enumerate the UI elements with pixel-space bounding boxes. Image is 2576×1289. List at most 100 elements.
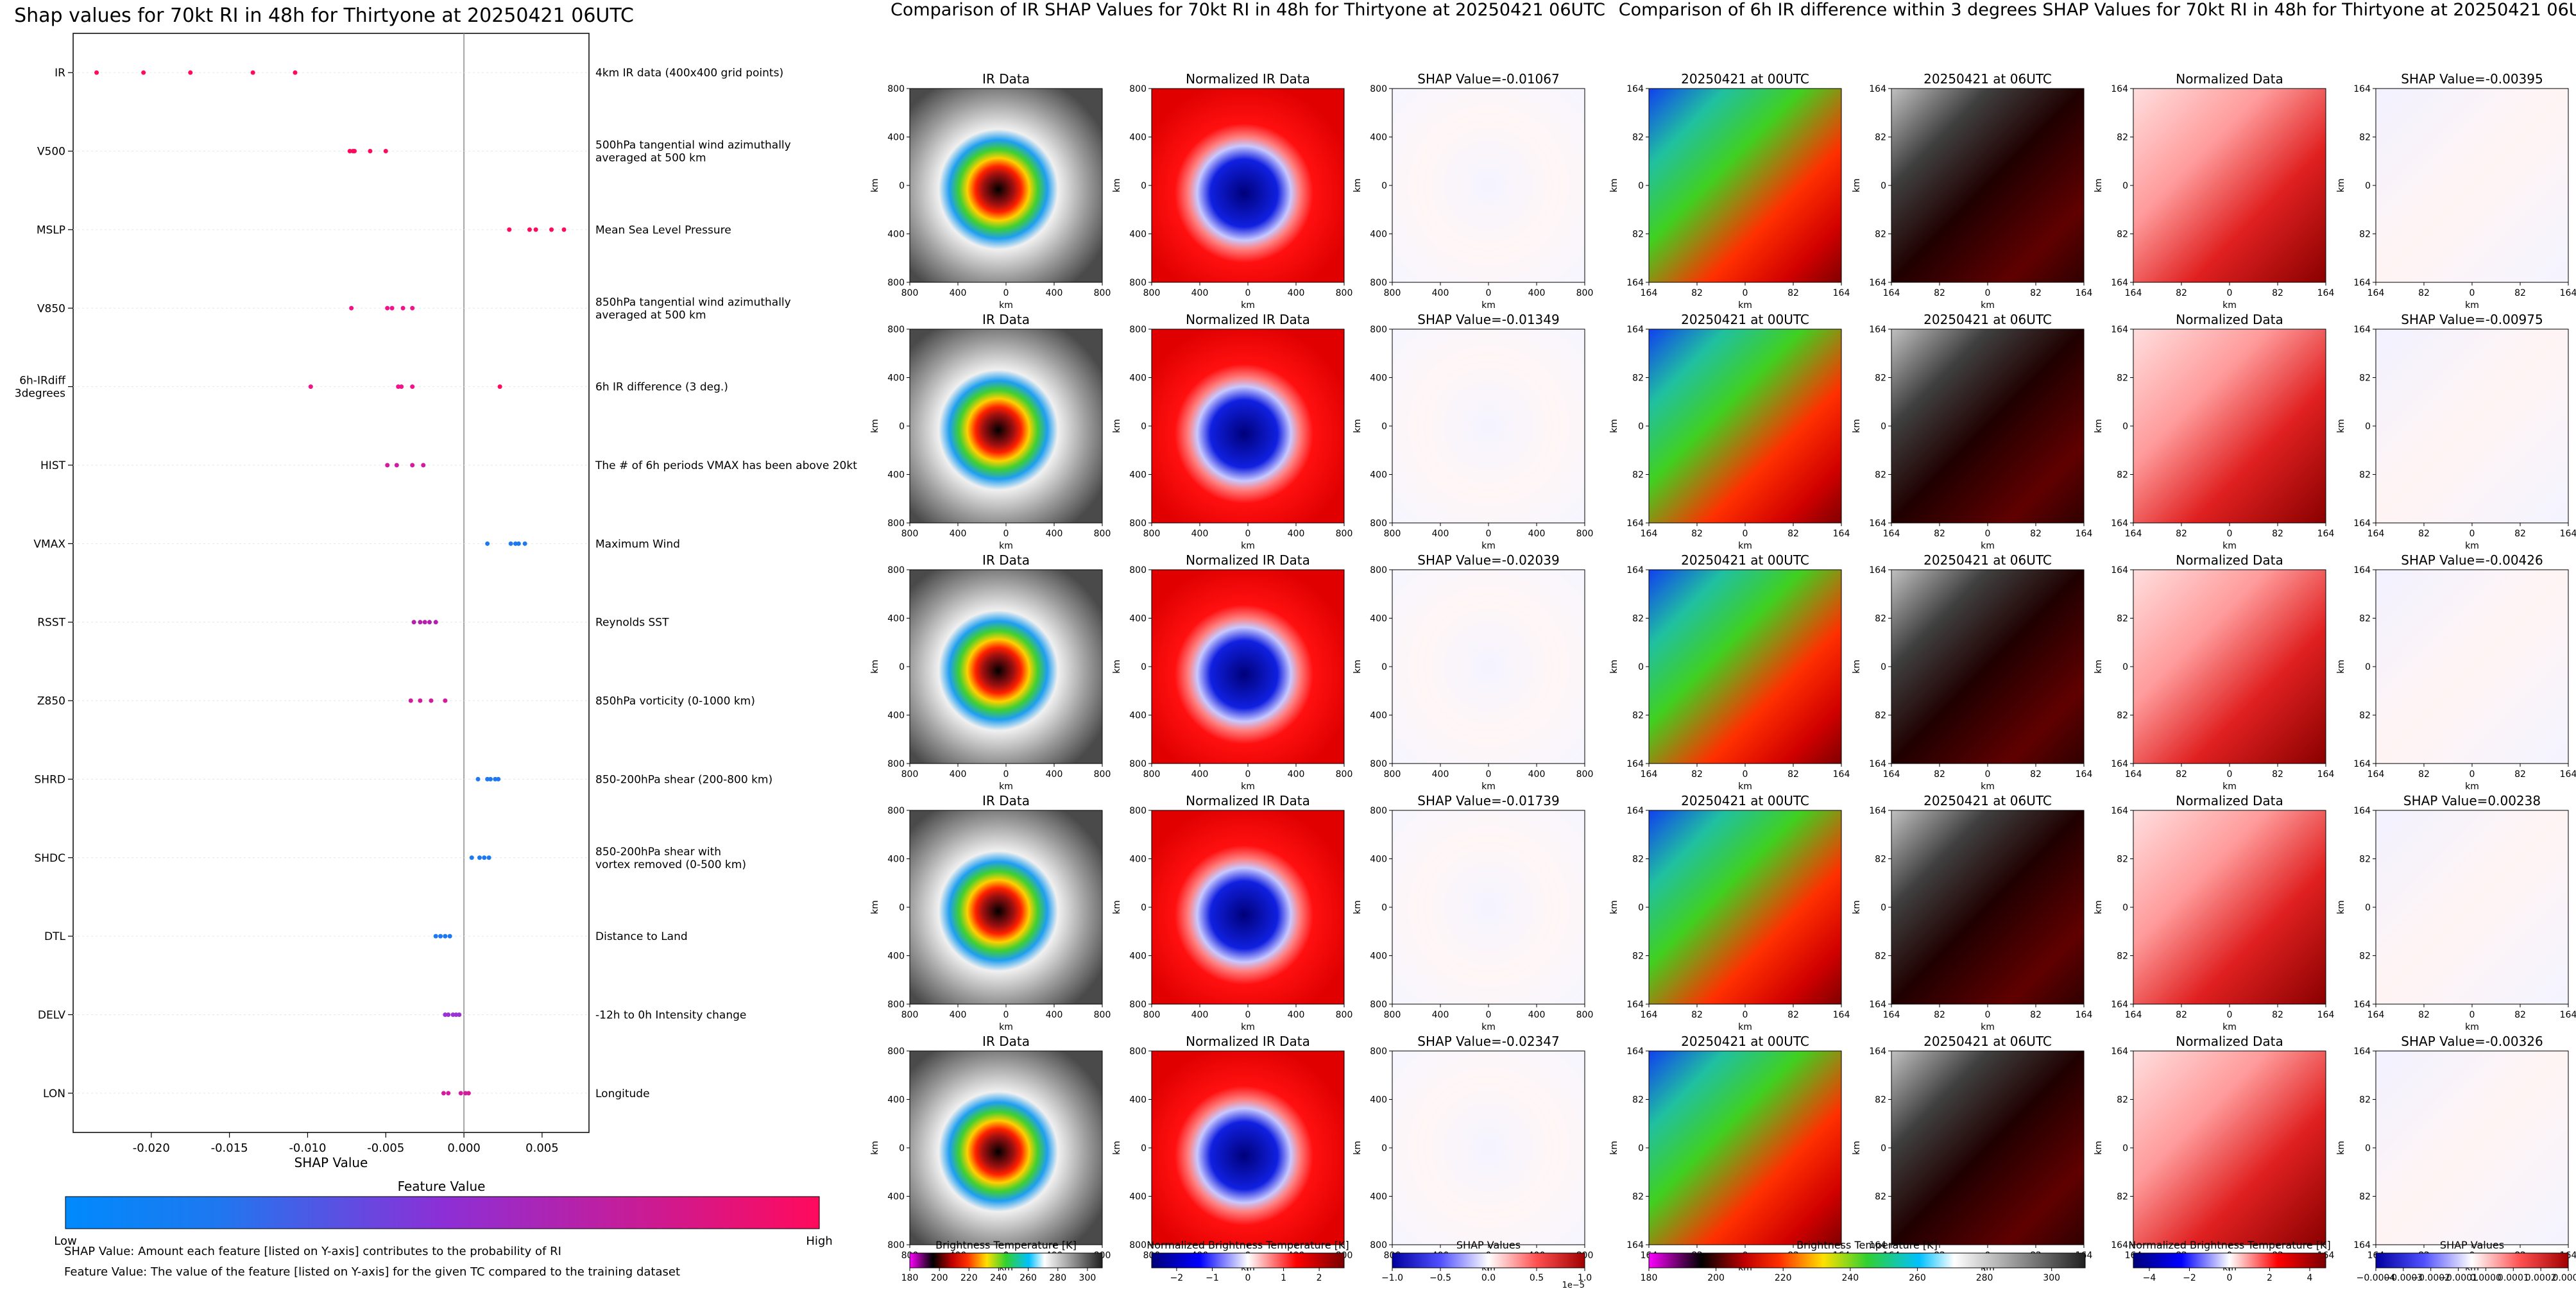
panel-title: Normalized Data bbox=[2176, 312, 2283, 327]
panel-x-axis-label: km bbox=[1981, 300, 1995, 311]
panel-y-tick-label: 82 bbox=[2117, 470, 2128, 481]
panel-x-tick-label: 164 bbox=[2367, 288, 2385, 298]
panel-y-tick-label: 164 bbox=[2111, 1000, 2128, 1010]
panel-y-tick-label: 800 bbox=[1370, 1046, 1387, 1057]
panel-x-axis-label: km bbox=[1481, 300, 1496, 311]
panel-x-axis-label: km bbox=[1481, 781, 1496, 792]
panel-y-tick-label: 0 bbox=[2122, 181, 2128, 191]
panel-y-tick-label: 0 bbox=[1381, 1143, 1387, 1154]
panel-y-tick-label: 800 bbox=[1370, 325, 1387, 335]
shap-point bbox=[561, 227, 567, 232]
normalized-ir-panel bbox=[1151, 1050, 1345, 1245]
shap-point bbox=[400, 305, 405, 311]
panel-y-tick-label: 0 bbox=[1141, 422, 1147, 432]
colorbar-tick-label: 180 bbox=[1641, 1273, 1658, 1283]
panel-x-tick-label: 0 bbox=[2469, 529, 2475, 539]
panel-title: SHAP Value=0.00238 bbox=[2403, 793, 2541, 808]
shap-point bbox=[458, 1091, 463, 1096]
panel-y-tick-label: 0 bbox=[1638, 1143, 1644, 1154]
panel-x-tick-label: 800 bbox=[901, 288, 919, 298]
panel-x-tick-label: 164 bbox=[2367, 529, 2385, 539]
feature-description-label: 850-200hPa shear (200-800 km) bbox=[595, 773, 772, 786]
image-panels: IR Data80080040040000400400800800kmkmNor… bbox=[870, 71, 2576, 1273]
panel-y-axis-label: km bbox=[2336, 1141, 2346, 1155]
shap-plot-frame bbox=[73, 33, 590, 1133]
panel-y-axis-label: km bbox=[2094, 419, 2104, 433]
panel-x-tick-label: 164 bbox=[2560, 529, 2576, 539]
feature-description-label: Reynolds SST bbox=[595, 617, 669, 629]
panel-y-tick-label: 0 bbox=[1141, 181, 1147, 191]
panel-x-tick-label: 0 bbox=[1486, 529, 1492, 539]
panel-y-axis-label: km bbox=[2094, 1141, 2104, 1155]
feature-description-label: 500hPa tangential wind azimuthally bbox=[595, 139, 791, 152]
panel-y-tick-label: 82 bbox=[2359, 952, 2371, 962]
colorbar-tick-label: 300 bbox=[2043, 1273, 2060, 1283]
panel-y-tick-label: 82 bbox=[2359, 1095, 2371, 1105]
panel-x-axis-label: km bbox=[2222, 300, 2237, 311]
panel-y-tick-label: 82 bbox=[2359, 373, 2371, 384]
colorbar-tick-label: 240 bbox=[1841, 1273, 1859, 1283]
panel-y-tick-label: 0 bbox=[1381, 422, 1387, 432]
panel-y-axis-label: km bbox=[1352, 900, 1363, 914]
colorbar-tick-label: 280 bbox=[1976, 1273, 1993, 1283]
colorbar bbox=[2133, 1252, 2326, 1268]
normalized-ir-panel bbox=[1151, 88, 1345, 283]
panel-y-tick-label: 400 bbox=[1129, 133, 1147, 143]
shap-point bbox=[443, 1012, 448, 1017]
panel-x-tick-label: 800 bbox=[1384, 529, 1401, 539]
panel-y-tick-label: 82 bbox=[1875, 373, 1886, 384]
panel-x-tick-label: 164 bbox=[2076, 1010, 2093, 1020]
panel-title: SHAP Value=-0.01067 bbox=[1417, 71, 1559, 87]
panel-y-tick-label: 0 bbox=[1638, 422, 1644, 432]
panel-x-tick-label: 82 bbox=[2272, 288, 2283, 298]
panel-y-axis-label: km bbox=[1352, 660, 1363, 674]
feature-description-label: 850-200hPa shear with bbox=[595, 846, 721, 858]
colorbar-tick-label: 0.0000 bbox=[2470, 1273, 2502, 1283]
colorbar-label: Normalized Brightness Temperature [K] bbox=[2128, 1239, 2331, 1251]
ir-00utc-panel bbox=[1648, 88, 1842, 283]
panel-x-tick-label: 82 bbox=[2030, 288, 2042, 298]
panel-x-tick-label: 800 bbox=[1336, 1010, 1353, 1020]
panel-x-tick-label: 82 bbox=[1787, 1010, 1799, 1020]
panel-x-tick-label: 0 bbox=[1245, 1010, 1251, 1020]
panel-x-axis-label: km bbox=[999, 781, 1013, 792]
shap-point bbox=[486, 855, 491, 860]
panel-y-tick-label: 800 bbox=[1129, 1000, 1147, 1010]
shap-point bbox=[446, 1091, 451, 1096]
panel-title: 20250421 at 00UTC bbox=[1681, 1034, 1809, 1049]
panel-y-tick-label: 800 bbox=[887, 325, 905, 335]
panel-y-tick-label: 0 bbox=[899, 662, 905, 672]
diff-shap-panel bbox=[2375, 569, 2569, 764]
shap-point bbox=[485, 541, 490, 546]
panel-x-tick-label: 164 bbox=[2560, 769, 2576, 780]
colorbar bbox=[1151, 1252, 1345, 1268]
panel-x-tick-label: 164 bbox=[2125, 288, 2142, 298]
shap-chart-title: Shap values for 70kt RI in 48h for Thirt… bbox=[14, 4, 634, 27]
colorbar-tick-label: 0.0003 bbox=[2553, 1273, 2576, 1283]
shap-point bbox=[469, 855, 474, 860]
panel-title: SHAP Value=-0.00975 bbox=[2401, 312, 2543, 327]
panel-x-axis-label: km bbox=[1981, 781, 1995, 792]
shap-point bbox=[477, 855, 482, 860]
panel-x-tick-label: 164 bbox=[1641, 1010, 1658, 1020]
panel-x-tick-label: 164 bbox=[2317, 529, 2335, 539]
panel-y-tick-label: 82 bbox=[1875, 952, 1886, 962]
shap-point bbox=[411, 620, 416, 625]
feature-name-label: 6h-IRdiff bbox=[19, 375, 66, 388]
panel-y-tick-label: 400 bbox=[1129, 952, 1147, 962]
ir-data-panel bbox=[909, 810, 1103, 1005]
panel-x-tick-label: 0 bbox=[2469, 288, 2475, 298]
panel-y-axis-label: km bbox=[1852, 660, 1862, 674]
panel-y-tick-label: 164 bbox=[1869, 325, 1886, 335]
feature-value-high-label: High bbox=[806, 1234, 832, 1248]
colorbar-tick-label: 260 bbox=[1019, 1273, 1037, 1283]
panel-x-tick-label: 164 bbox=[1883, 529, 1900, 539]
shap-point bbox=[399, 384, 404, 389]
shap-point bbox=[493, 776, 498, 781]
panel-y-tick-label: 400 bbox=[1129, 470, 1147, 481]
panel-x-tick-label: 0 bbox=[1985, 288, 1991, 298]
shap-point bbox=[496, 776, 501, 781]
normalized-diff-panel bbox=[2133, 1050, 2326, 1245]
panel-y-tick-label: 0 bbox=[1141, 1143, 1147, 1154]
